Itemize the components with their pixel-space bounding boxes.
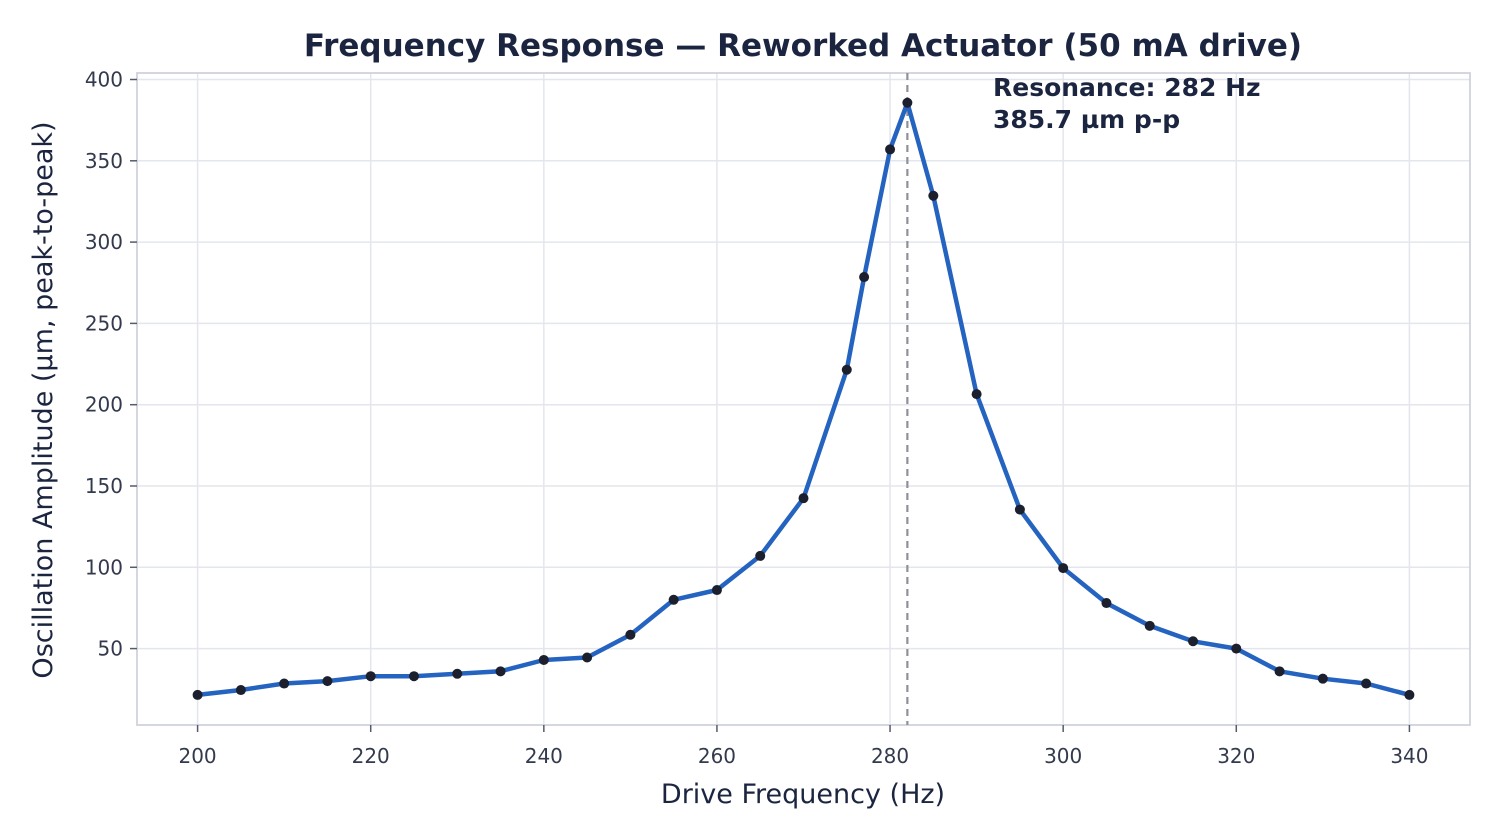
data-point bbox=[1274, 666, 1285, 677]
axis-ticks: 200 220 240 260 280 300 320 340 50 100 150 200 250 30… bbox=[85, 68, 1429, 768]
data-point bbox=[841, 364, 852, 375]
data-point bbox=[192, 689, 203, 700]
y-tick-label: 350 bbox=[85, 149, 123, 173]
y-tick-label: 150 bbox=[85, 474, 123, 498]
data-point bbox=[1361, 678, 1372, 689]
data-point bbox=[1058, 563, 1069, 574]
x-axis-label: Drive Frequency (Hz) bbox=[661, 779, 945, 810]
data-point bbox=[408, 671, 419, 682]
y-axis-label: Oscillation Amplitude (µm, peak-to-peak) bbox=[28, 121, 59, 678]
data-point bbox=[1014, 504, 1025, 515]
data-points bbox=[192, 97, 1415, 700]
y-tick-label: 400 bbox=[85, 68, 123, 92]
y-tick-label: 100 bbox=[85, 555, 123, 579]
data-point bbox=[582, 652, 593, 663]
data-point bbox=[279, 678, 290, 689]
plot-frame bbox=[136, 72, 1471, 726]
data-point bbox=[322, 676, 333, 687]
data-point bbox=[452, 668, 463, 679]
data-point bbox=[971, 389, 982, 400]
y-tick-label: 50 bbox=[98, 637, 123, 661]
grid bbox=[137, 73, 1470, 725]
y-tick-label: 200 bbox=[85, 393, 123, 417]
x-tick-label: 280 bbox=[871, 744, 909, 768]
annotation-resonance-line2: 385.7 µm p-p bbox=[993, 105, 1180, 134]
data-point bbox=[1188, 636, 1199, 647]
data-point bbox=[798, 493, 809, 504]
annotation-resonance-line1: Resonance: 282 Hz bbox=[993, 73, 1261, 102]
data-point bbox=[928, 190, 939, 201]
data-point bbox=[1144, 620, 1155, 631]
data-point bbox=[365, 671, 376, 682]
x-tick-label: 260 bbox=[698, 744, 736, 768]
y-tick-label: 300 bbox=[85, 230, 123, 254]
chart-title: Frequency Response — Reworked Actuator (… bbox=[304, 28, 1302, 64]
data-point bbox=[495, 666, 506, 677]
data-point bbox=[1101, 598, 1112, 609]
y-tick-label: 250 bbox=[85, 311, 123, 335]
series-line bbox=[197, 100, 1410, 698]
data-point bbox=[625, 629, 636, 640]
data-point bbox=[235, 685, 246, 696]
data-point bbox=[1404, 689, 1415, 700]
data-point bbox=[1317, 673, 1328, 684]
data-point bbox=[859, 272, 870, 283]
data-point bbox=[902, 97, 913, 108]
data-point bbox=[711, 585, 722, 596]
x-tick-label: 340 bbox=[1390, 744, 1428, 768]
x-tick-label: 220 bbox=[352, 744, 390, 768]
data-point bbox=[668, 594, 679, 605]
x-tick-label: 200 bbox=[178, 744, 216, 768]
data-point bbox=[1231, 643, 1242, 654]
data-point bbox=[538, 654, 549, 665]
data-point bbox=[755, 550, 766, 561]
x-tick-label: 300 bbox=[1044, 744, 1082, 768]
data-point bbox=[885, 144, 896, 155]
x-tick-label: 240 bbox=[525, 744, 563, 768]
x-tick-label: 320 bbox=[1217, 744, 1255, 768]
